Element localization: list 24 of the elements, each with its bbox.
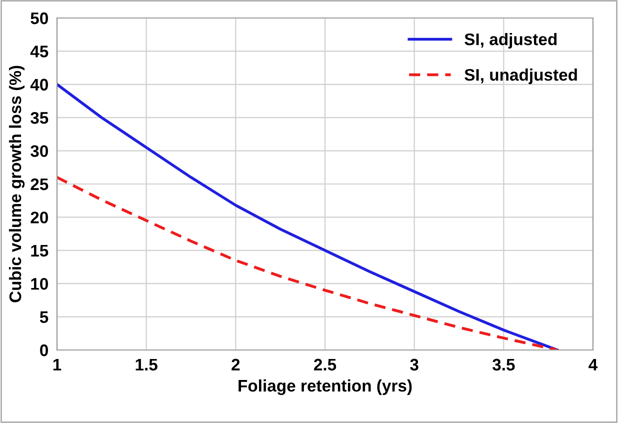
x-tick-label: 2 xyxy=(232,358,240,370)
y-tick-label: 5 xyxy=(40,311,48,324)
x-tick-label: 4 xyxy=(588,358,598,370)
y-tick-label: 30 xyxy=(30,145,48,158)
y-tick-label: 0 xyxy=(40,344,48,356)
y-tick-label: 50 xyxy=(30,12,48,24)
x-tick-label: 3.5 xyxy=(492,358,515,371)
x-tick-label: 1 xyxy=(53,358,62,370)
y-axis-title: Cubic volume growth loss (%) xyxy=(8,66,25,302)
x-axis-title: Foliage retention (yrs) xyxy=(238,379,412,396)
y-tick-label: 20 xyxy=(30,212,48,224)
line-series xyxy=(57,83,559,350)
y-tick-label: 15 xyxy=(31,244,48,257)
line-series xyxy=(57,176,559,350)
y-tick-label: 35 xyxy=(30,112,48,124)
y-tick-label: 10 xyxy=(31,278,48,290)
x-tick-label: 3 xyxy=(410,358,418,371)
y-tick-label: 25 xyxy=(30,178,48,190)
x-tick-label: 2.5 xyxy=(314,358,336,371)
y-tick-label: 40 xyxy=(30,78,48,91)
legend-label: SI, adjusted xyxy=(464,33,557,49)
legend-label: SI, unadjusted xyxy=(464,68,577,84)
x-tick-label: 1.5 xyxy=(136,358,158,371)
y-tick-label: 45 xyxy=(30,46,48,58)
